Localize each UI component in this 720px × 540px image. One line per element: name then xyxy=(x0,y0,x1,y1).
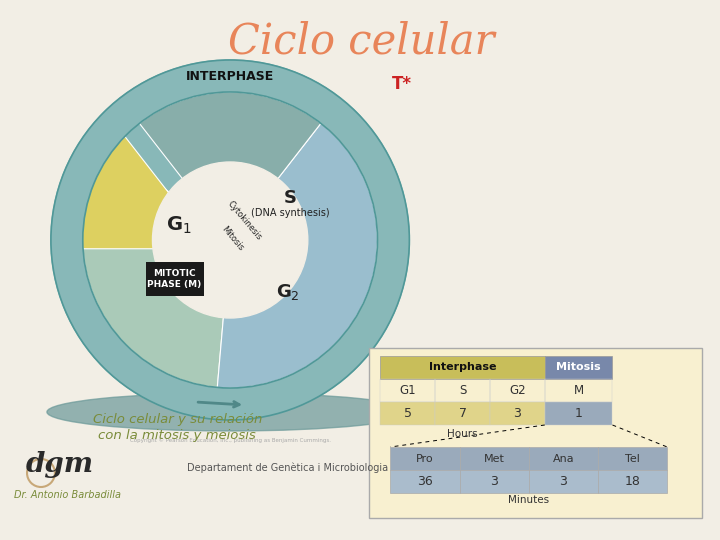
FancyBboxPatch shape xyxy=(390,470,459,493)
Text: S: S xyxy=(284,189,297,207)
Text: Ciclo celular: Ciclo celular xyxy=(228,21,495,63)
FancyBboxPatch shape xyxy=(545,402,613,425)
FancyBboxPatch shape xyxy=(545,356,613,379)
Text: Ciclo celular y su relación: Ciclo celular y su relación xyxy=(93,414,262,427)
Text: Copyright © Pearson Education, Inc., publishing as Benjamin Cummings.: Copyright © Pearson Education, Inc., pub… xyxy=(130,437,330,443)
Wedge shape xyxy=(83,149,230,387)
Text: 1: 1 xyxy=(575,407,582,420)
Text: M: M xyxy=(574,384,584,397)
FancyBboxPatch shape xyxy=(436,402,490,425)
FancyBboxPatch shape xyxy=(380,356,545,379)
FancyBboxPatch shape xyxy=(390,447,459,470)
FancyBboxPatch shape xyxy=(528,447,598,470)
FancyBboxPatch shape xyxy=(490,402,545,425)
Text: Mitosis: Mitosis xyxy=(557,362,601,373)
Text: G2: G2 xyxy=(509,384,526,397)
Wedge shape xyxy=(217,123,377,388)
Text: 5: 5 xyxy=(404,407,412,420)
Wedge shape xyxy=(51,60,410,420)
Text: con la mitosis y meiosis: con la mitosis y meiosis xyxy=(99,429,256,442)
Text: T*: T* xyxy=(392,75,411,93)
Text: Departament de Genètica i Microbiologia: Departament de Genètica i Microbiologia xyxy=(187,463,389,473)
Wedge shape xyxy=(140,92,321,240)
Text: 3: 3 xyxy=(513,407,521,420)
Text: 3: 3 xyxy=(490,475,498,488)
Text: Cytokinesis: Cytokinesis xyxy=(225,199,263,242)
Text: Met: Met xyxy=(484,454,505,463)
Circle shape xyxy=(51,60,410,420)
Text: MITOTIC
PHASE (M): MITOTIC PHASE (M) xyxy=(148,269,202,289)
Text: G$_1$: G$_1$ xyxy=(166,214,191,235)
Text: Mitosis: Mitosis xyxy=(220,225,245,253)
Text: Interphase: Interphase xyxy=(429,362,496,373)
Text: 18: 18 xyxy=(625,475,641,488)
FancyBboxPatch shape xyxy=(369,348,702,518)
FancyBboxPatch shape xyxy=(145,262,204,296)
Text: 7: 7 xyxy=(459,407,467,420)
Text: Dr. Antonio Barbadilla: Dr. Antonio Barbadilla xyxy=(14,490,122,500)
Text: Tel: Tel xyxy=(625,454,640,463)
FancyBboxPatch shape xyxy=(528,470,598,493)
Circle shape xyxy=(153,162,307,318)
Wedge shape xyxy=(65,132,212,249)
FancyBboxPatch shape xyxy=(598,470,667,493)
FancyBboxPatch shape xyxy=(380,402,436,425)
FancyBboxPatch shape xyxy=(459,447,528,470)
Text: INTERPHASE: INTERPHASE xyxy=(186,70,274,83)
Text: 3: 3 xyxy=(559,475,567,488)
Text: Ana: Ana xyxy=(553,454,575,463)
Text: Hours: Hours xyxy=(447,429,478,439)
Ellipse shape xyxy=(47,393,413,431)
Text: Minutes: Minutes xyxy=(508,495,549,505)
Text: 36: 36 xyxy=(417,475,433,488)
Text: G1: G1 xyxy=(400,384,416,397)
Text: dgm: dgm xyxy=(26,451,94,478)
Text: S: S xyxy=(459,384,467,397)
FancyBboxPatch shape xyxy=(459,470,528,493)
Text: G$_2$: G$_2$ xyxy=(276,282,300,302)
Text: Pro: Pro xyxy=(416,454,434,463)
FancyBboxPatch shape xyxy=(598,447,667,470)
Text: (DNA synthesis): (DNA synthesis) xyxy=(251,208,329,218)
